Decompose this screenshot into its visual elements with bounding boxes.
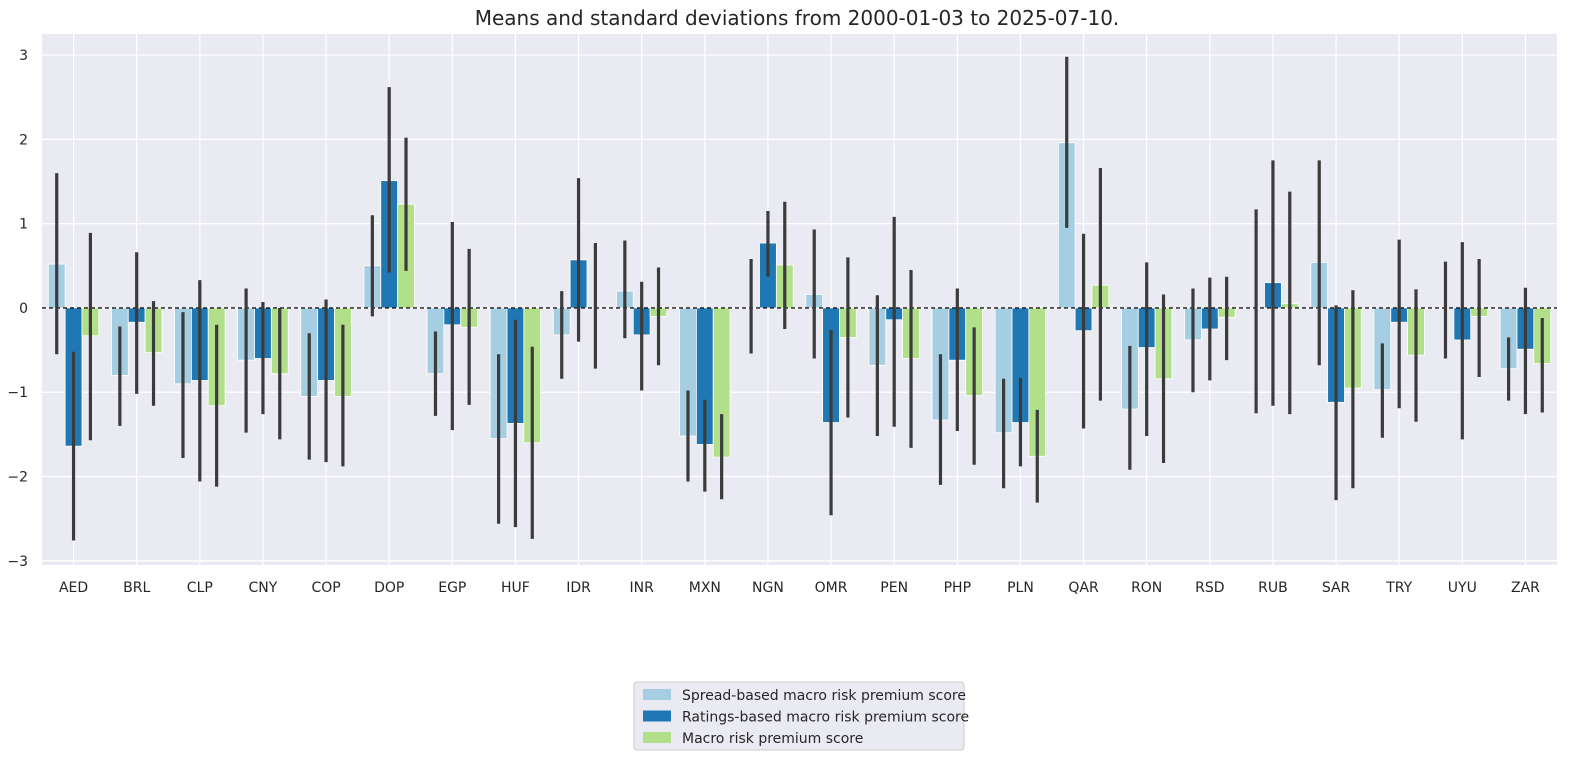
x-tick-label: MXN: [689, 580, 721, 596]
y-tick-label: −1: [7, 385, 28, 401]
x-tick-label: ZAR: [1511, 580, 1540, 596]
legend-label: Macro risk premium score: [682, 731, 863, 747]
x-tick-label: OMR: [815, 580, 848, 596]
x-tick-label: EGP: [438, 580, 466, 596]
x-tick-label: INR: [630, 580, 655, 596]
legend-swatch: [643, 689, 671, 700]
y-tick-label: −3: [7, 554, 28, 570]
x-tick-label: PLN: [1007, 580, 1034, 596]
chart-title: Means and standard deviations from 2000-…: [475, 6, 1120, 30]
x-tick-label: RON: [1131, 580, 1162, 596]
plot-area: −3 −2 −1 0 1 2 3 AED BRL CLP CNY COP DOP EGP HUF IDR INR…: [7, 34, 1557, 596]
legend-swatch: [643, 711, 671, 722]
x-tick-label: PEN: [880, 580, 908, 596]
x-tick-label: DOP: [374, 580, 404, 596]
x-tick-label: TRY: [1385, 580, 1412, 596]
y-tick-label: −2: [7, 470, 28, 486]
x-tick-label: CNY: [249, 580, 278, 596]
y-tick-label: 2: [19, 132, 28, 148]
y-tick-label: 0: [19, 301, 28, 317]
x-tick-label: AED: [59, 580, 88, 596]
x-tick-label: PHP: [944, 580, 971, 596]
plot-background: [42, 34, 1557, 565]
legend-label: Spread-based macro risk premium score: [682, 688, 966, 704]
x-tick-label: UYU: [1448, 580, 1477, 596]
x-tick-label: BRL: [123, 580, 150, 596]
x-tick-label: IDR: [566, 580, 591, 596]
x-tick-label: CLP: [187, 580, 213, 596]
x-tick-label: RSD: [1195, 580, 1224, 596]
x-tick-label: NGN: [752, 580, 784, 596]
y-tick-label: 3: [19, 48, 28, 64]
x-tick-label: COP: [311, 580, 340, 596]
x-tick-label: QAR: [1068, 580, 1099, 596]
x-tick-label: SAR: [1322, 580, 1351, 596]
legend: Spread-based macro risk premium score Rat…: [634, 682, 969, 750]
x-tick-label: HUF: [501, 580, 530, 596]
legend-swatch: [643, 732, 671, 743]
x-tick-label: RUB: [1258, 580, 1288, 596]
y-tick-label: 1: [19, 217, 28, 233]
legend-label: Ratings-based macro risk premium score: [682, 710, 969, 726]
